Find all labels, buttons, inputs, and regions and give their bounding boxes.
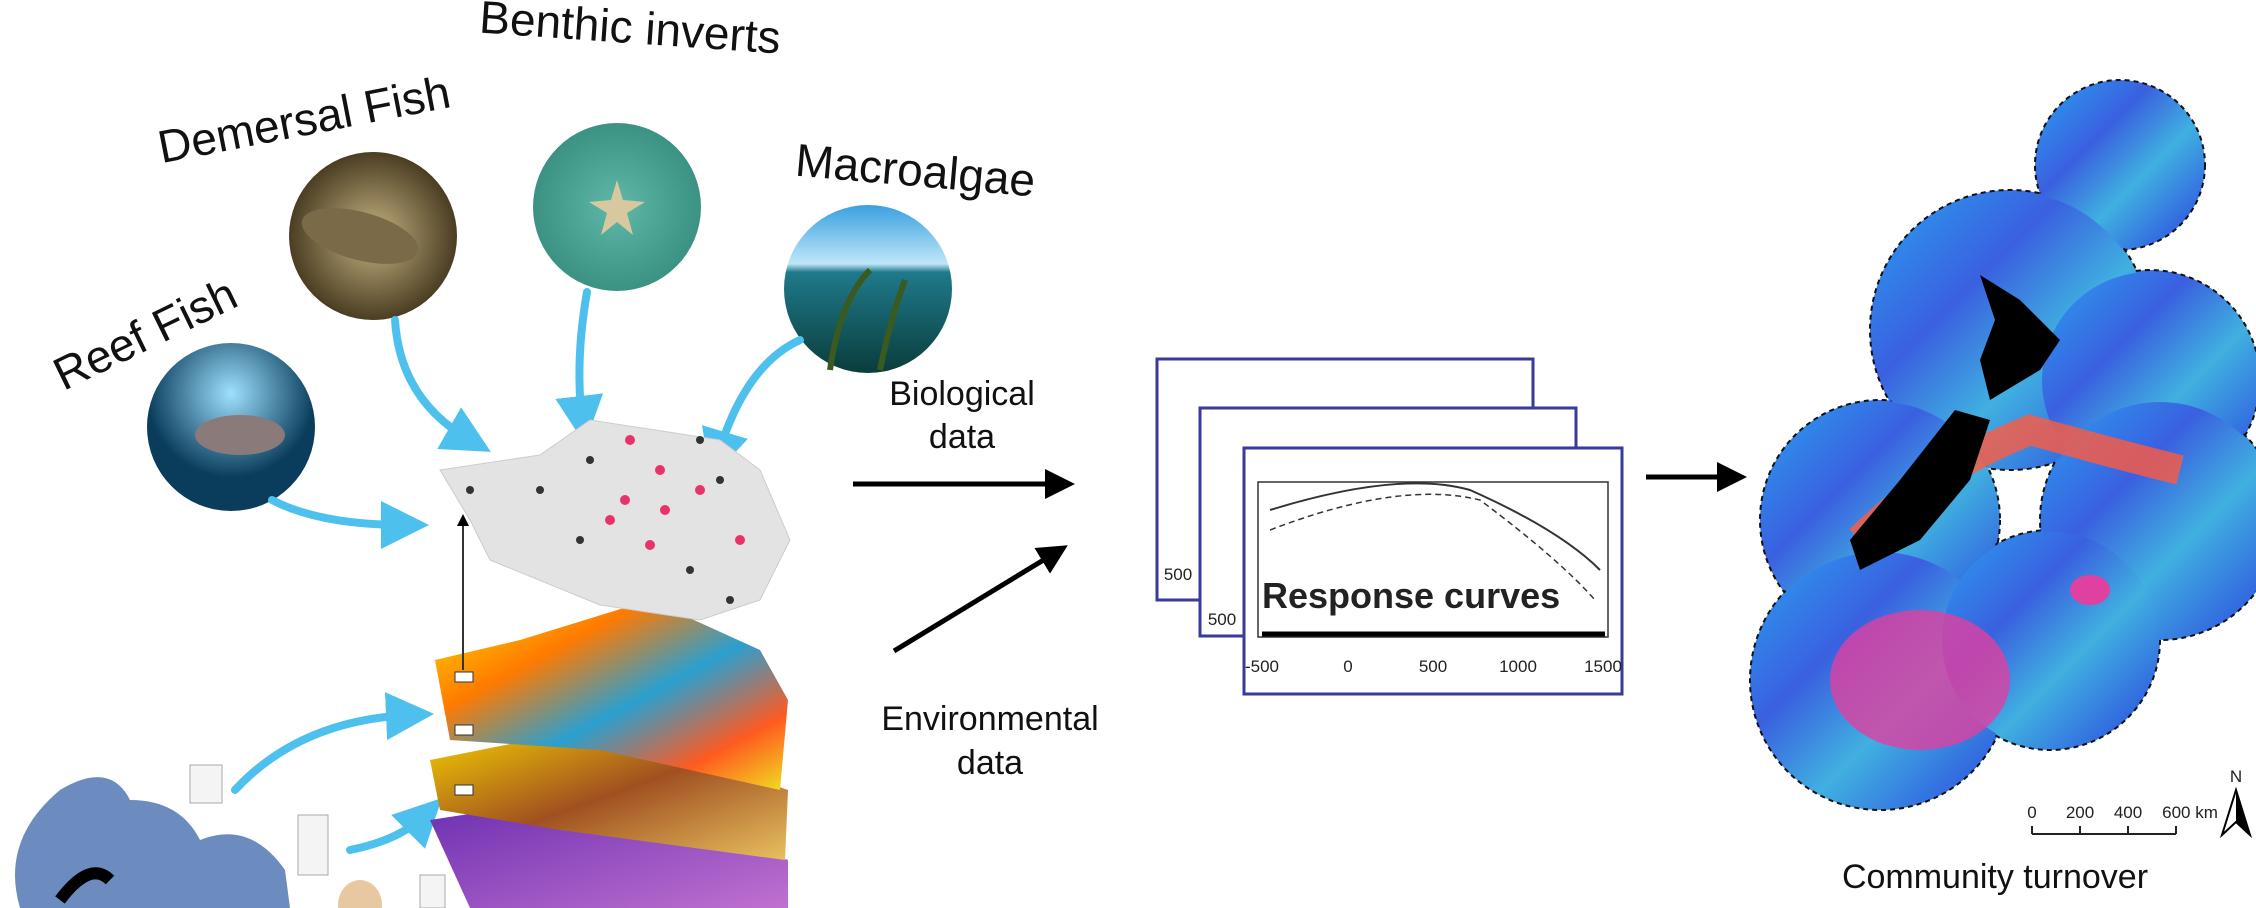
tick-label: 1000 bbox=[1499, 657, 1537, 676]
taxon-label: Macroalgae bbox=[793, 134, 1037, 207]
tick-label: 500 bbox=[1419, 657, 1447, 676]
tick-label: 0 bbox=[1343, 657, 1352, 676]
env-label: data bbox=[957, 744, 1023, 782]
tick-label: 500 bbox=[1208, 610, 1236, 629]
layer-stack bbox=[430, 420, 790, 908]
scale-label: 400 bbox=[2114, 803, 2142, 822]
scale-label: 600 km bbox=[2162, 803, 2218, 822]
arrow bbox=[894, 553, 1055, 651]
tick-label: 1500 bbox=[1584, 657, 1622, 676]
scale-label: 0 bbox=[2027, 803, 2036, 822]
tick-label: 500 bbox=[1164, 565, 1192, 584]
taxon-label: Demersal Fish bbox=[153, 65, 454, 173]
scale-bar: 0 200 400 600 km N bbox=[2027, 767, 2250, 835]
scale-label: 200 bbox=[2066, 803, 2094, 822]
north-label: N bbox=[2230, 767, 2242, 786]
tick-label: -500 bbox=[1245, 657, 1279, 676]
bio-label: Biological bbox=[889, 375, 1035, 413]
map-caption: Community turnover bbox=[1842, 858, 2148, 896]
env-maps bbox=[15, 765, 445, 908]
diagram: Benthic inverts Demersal Fish Reef Fish … bbox=[0, 0, 2256, 908]
taxon-label: Benthic inverts bbox=[478, 0, 783, 63]
bio-label: data bbox=[929, 418, 995, 456]
turnover-map bbox=[1750, 80, 2256, 810]
curve-panels: 500 500 Response curves -500 0 500 1000 … bbox=[1157, 359, 1622, 694]
env-label: Environmental bbox=[881, 700, 1098, 738]
curves-title: Response curves bbox=[1262, 575, 1560, 616]
